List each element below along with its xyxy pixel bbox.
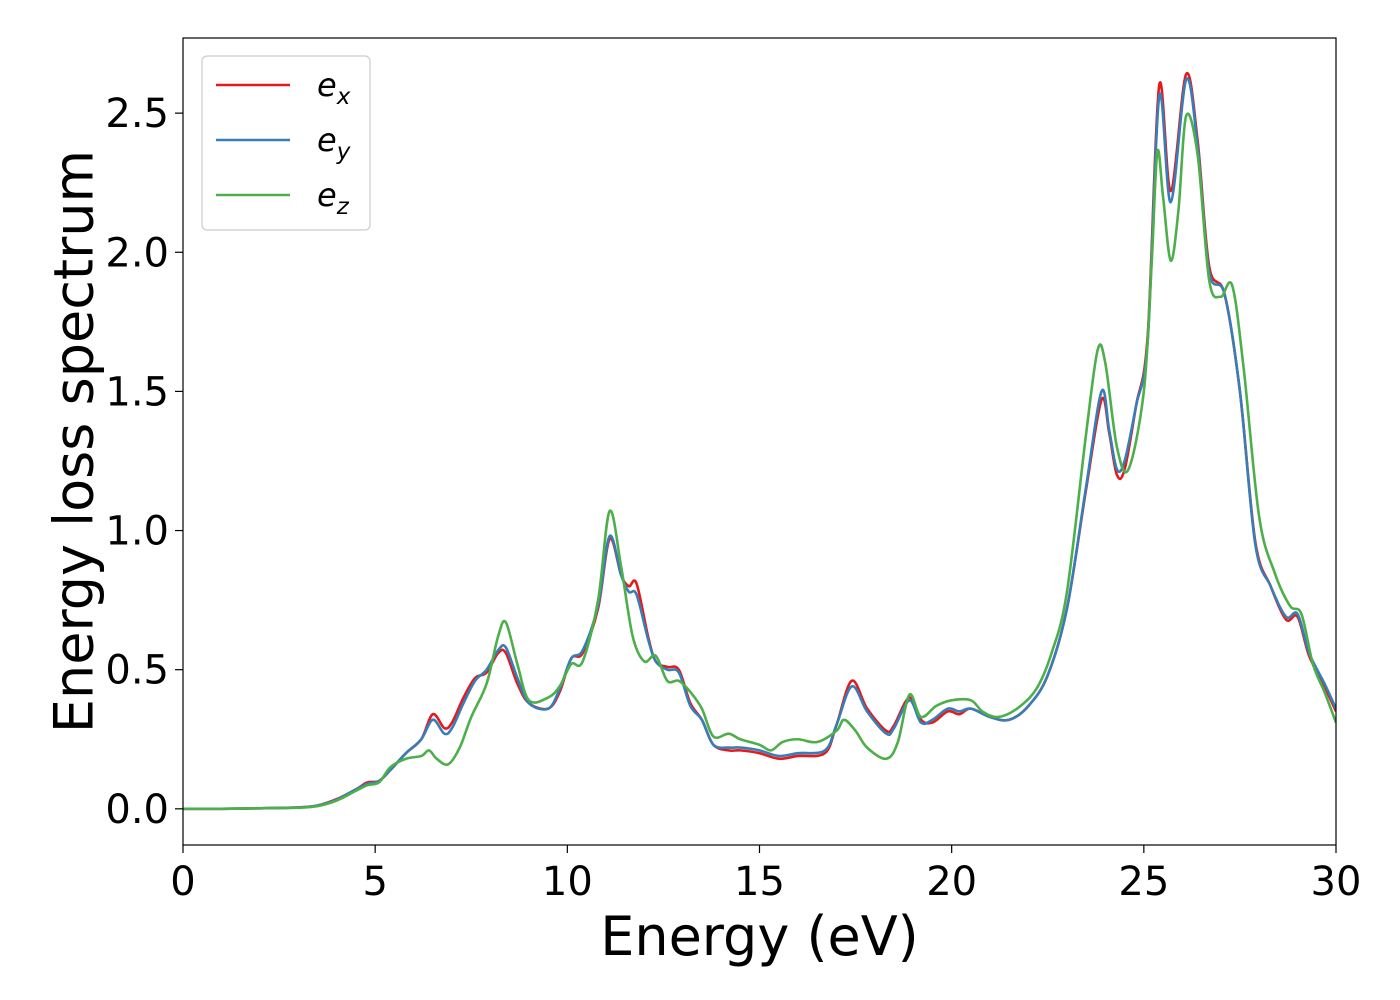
series-line-z [183,112,1336,811]
x-tick-label: 15 [734,859,785,905]
y-tick-label: 2.0 [105,230,169,276]
x-tick-label: 5 [362,859,387,905]
y-tick-label: 1.0 [105,509,169,555]
legend-box [201,55,371,231]
series-line-y [183,77,1336,811]
x-tick-label: 25 [1118,859,1169,905]
x-tick-label: 10 [542,859,593,905]
legend-label-x: ex [317,66,351,110]
x-axis-title: Energy (eV) [600,905,919,968]
series-lines [183,71,1336,811]
x-tick-label: 30 [1311,859,1362,905]
series-line-x [183,71,1336,811]
y-axis-title: Energy loss spectrum [43,150,106,733]
legend: ex ey ez [201,55,371,231]
legend-label-z: ez [317,176,350,220]
y-tick-label: 1.5 [105,369,169,415]
legend-label-y: ey [317,121,351,165]
y-tick-label: 2.5 [105,91,169,137]
y-tick-label: 0.5 [105,648,169,694]
axis-ticks: 0 5 10 15 20 25 30 0.0 0.5 1.0 1.5 2.0 2.5 [105,91,1361,905]
x-tick-label: 20 [926,859,977,905]
y-tick-label: 0.0 [105,787,169,833]
x-tick-label: 0 [170,859,195,905]
